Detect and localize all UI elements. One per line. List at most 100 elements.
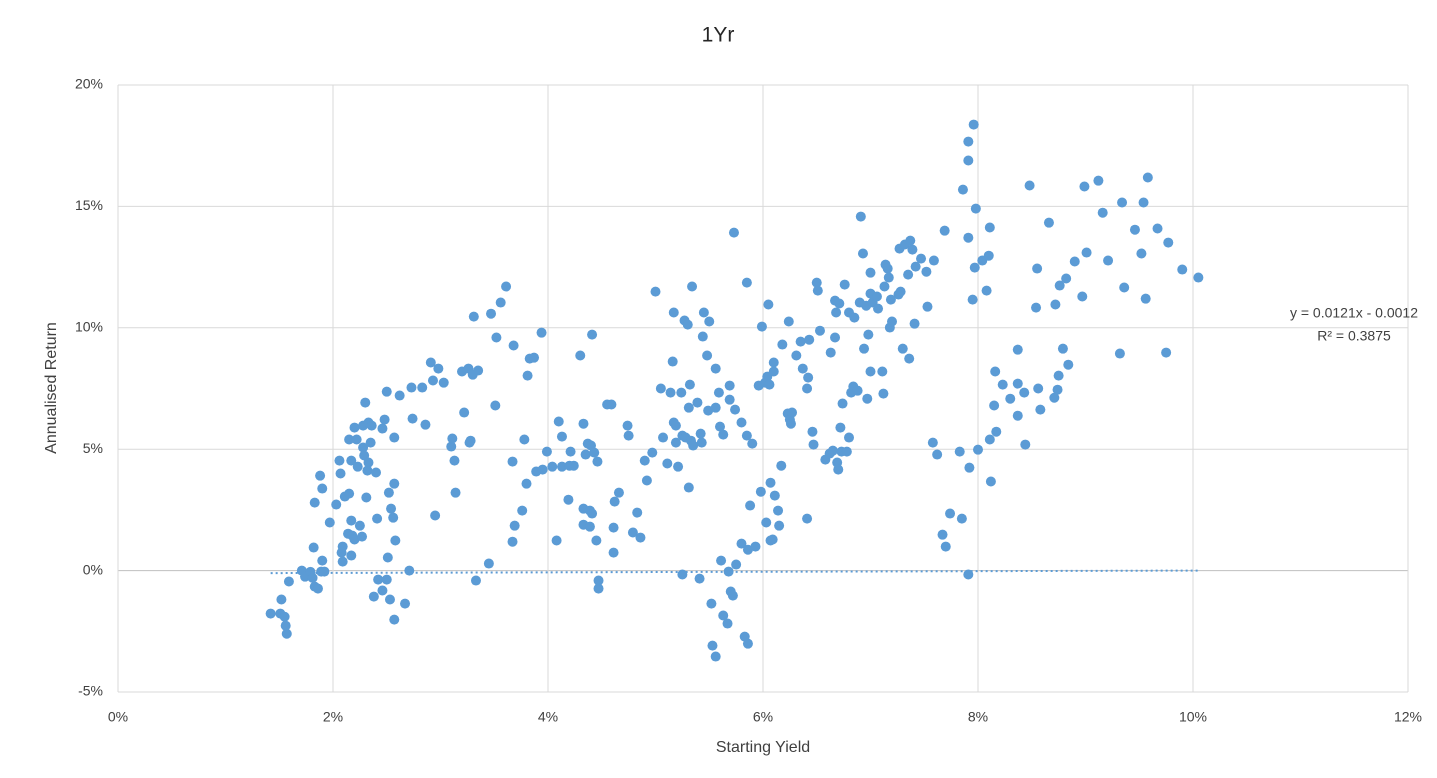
point [736,538,747,549]
point [670,437,681,448]
point [425,357,436,368]
point [351,434,362,445]
point [1136,248,1147,259]
point [855,211,866,222]
point [696,437,707,448]
point [963,232,974,243]
point [430,510,441,521]
point [337,541,348,552]
point [368,591,379,602]
point [787,407,798,418]
point [541,446,552,457]
point [1032,263,1043,274]
point [833,464,844,475]
point [745,500,756,511]
point [668,307,679,318]
point [776,460,787,471]
point [1079,181,1090,192]
point [522,370,533,381]
point [670,420,681,431]
point [371,467,381,478]
point [334,455,345,466]
point [589,447,600,458]
point [382,552,393,563]
point [963,569,974,580]
point [718,610,729,621]
point [785,418,796,429]
x-tick-label: 12% [1394,709,1422,725]
point [417,382,428,393]
point [276,594,287,605]
point [501,281,512,292]
point [710,651,721,662]
point [910,261,921,272]
point [465,435,476,446]
point [939,225,950,236]
point [450,487,461,498]
point [1103,255,1114,266]
point [964,462,975,473]
point [384,594,395,605]
point [517,505,528,516]
point [536,327,547,338]
x-tick-label: 10% [1179,709,1207,725]
point [1142,172,1153,183]
point [360,397,371,408]
point [1097,207,1108,218]
point [904,353,915,364]
point [578,418,589,429]
point [551,535,562,546]
point [358,442,369,453]
point [404,565,415,576]
point [710,402,721,413]
point [349,422,360,433]
point [742,544,753,555]
point [1119,282,1130,293]
point [279,611,290,622]
point [1152,223,1163,234]
point [337,556,348,567]
point [773,505,784,516]
point [357,531,368,542]
point [957,184,968,195]
point [381,574,392,585]
point [940,541,951,552]
point [468,311,479,322]
y-tick-label: 20% [75,76,103,92]
point [963,136,974,147]
point [394,390,405,401]
point [647,447,658,458]
point [1054,280,1065,291]
point [470,575,481,586]
point [777,339,788,350]
point [519,434,530,445]
point [808,439,819,450]
point [507,536,518,547]
point [366,420,377,431]
point [446,441,457,452]
point [377,423,388,434]
point [580,449,591,460]
point [389,478,400,489]
point [830,332,841,343]
point [317,555,328,566]
point [639,455,650,466]
point [386,503,397,514]
x-tick-label: 2% [323,709,343,725]
point [698,307,709,318]
point [662,458,673,469]
point [839,279,850,290]
point [750,541,761,552]
point [1035,404,1046,415]
point [344,434,355,445]
point [963,155,974,166]
point [724,380,735,391]
point [768,366,779,377]
point [667,356,678,367]
point [365,437,376,448]
trendline-equation: y = 0.0121x - 0.0012 [1290,305,1418,321]
point [827,445,838,456]
point [802,383,813,394]
point [981,285,992,296]
trendline-r-squared: R² = 0.3875 [1317,328,1391,344]
